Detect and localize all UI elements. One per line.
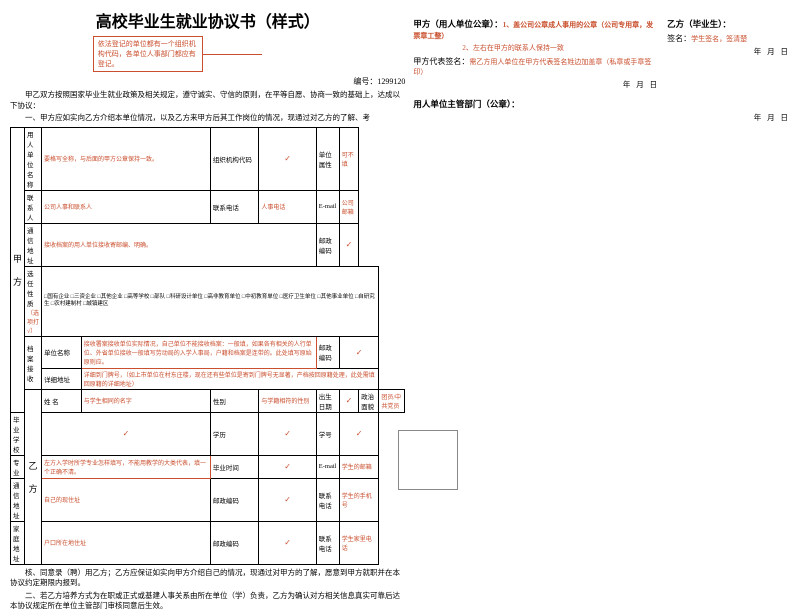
cell: □国有企业 □三资企业 □其他企业 □高等学校 □部队 □科研设计单位 □高非教… xyxy=(42,266,379,336)
cell: 邮政编码 xyxy=(316,336,339,368)
bar-chart xyxy=(398,430,458,490)
cell: 详细到门牌号，（如上市单位在村东庄楼，现在还有些单位是寄到门牌号无显著，产档按回… xyxy=(81,368,379,389)
cell: 性别 xyxy=(210,389,259,412)
cell: 学历 xyxy=(210,412,259,455)
cell: ✓ xyxy=(339,336,379,368)
cell: 姓 名 xyxy=(42,389,82,412)
cell: 通信地址 xyxy=(25,223,42,266)
cell: 团员/中共党员 xyxy=(379,389,405,412)
cell: 通信地址 xyxy=(11,478,25,521)
cell: 联系电话 xyxy=(316,478,339,521)
cell: ✓ xyxy=(259,127,316,190)
cell: 毕业时间 xyxy=(210,455,259,478)
cell: 毕业学校 xyxy=(11,412,25,455)
cell: 户口所在地住址 xyxy=(42,521,211,564)
cell: 家庭地址 xyxy=(11,521,25,564)
cell: 档案接收 xyxy=(25,336,42,389)
cell: ✓ xyxy=(259,521,316,564)
yi-label: 乙方 xyxy=(25,389,42,564)
cell: 学生的邮箱 xyxy=(339,455,379,478)
cell: E-mail xyxy=(316,455,339,478)
cell: 邮政编码 xyxy=(210,478,259,521)
bottom-left-text: 核、同意录（聘）用乙方；乙方应保证如实向甲方介绍自己的情况，现通过对甲方的了解，… xyxy=(10,568,405,612)
main-table: 甲方 用人单位名称 要格写全称，与后面的甲方公章保持一致。 组织机构代码 ✓ 单… xyxy=(10,127,405,565)
cell: 组织机构代码 xyxy=(210,127,259,190)
cell: 出生日期 xyxy=(316,389,339,412)
cell: 联系电话 xyxy=(210,190,259,223)
cell: 专 业 xyxy=(11,455,25,478)
cell: 自己的现住址 xyxy=(42,478,211,521)
jia-label: 甲方 xyxy=(11,127,25,412)
cell: ✓ xyxy=(259,412,316,455)
cell: E-mail xyxy=(316,190,339,223)
left-column: 高校毕业生就业协议书（样式） 依法登记的单位都有一个组织机构代码，各单位人事部门… xyxy=(6,8,409,558)
cell: ✓ xyxy=(339,389,358,412)
intro-2: 一、甲方应如实向乙方介绍本单位情况，以及乙方来甲方后其工作岗位的情况，现通过对乙… xyxy=(10,113,405,124)
cell: 学号 xyxy=(316,412,339,455)
cell: 学生家里电话 xyxy=(339,521,379,564)
doc-title: 高校毕业生就业协议书（样式） xyxy=(10,8,405,32)
right-column: 甲方（用人单位公章）：1、盖公司公章成人事用的公章（公司专用章，发票章工整） 2… xyxy=(409,8,794,558)
cell: 单位名称 xyxy=(42,336,82,368)
cell: ✓ xyxy=(339,412,379,455)
cell: ✓ xyxy=(259,455,316,478)
cell: 用人单位名称 xyxy=(25,127,42,190)
cell: 选任性质（选项打√） xyxy=(25,266,42,336)
cell: 单位属性 xyxy=(316,127,339,190)
intro-1: 甲乙双方按照国家毕业生就业政策及相关规定，遵守诚实、守信的原则，在平等自愿、协商… xyxy=(10,90,405,111)
cell: ✓ xyxy=(339,223,358,266)
cell: ✓ xyxy=(42,412,211,455)
cell: 联系人 xyxy=(25,190,42,223)
callout-org-code: 依法登记的单位都有一个组织机构代码，各单位人事部门都应有登记。 xyxy=(93,36,203,72)
cell: ✓ xyxy=(259,478,316,521)
cell: 接收档案的用人单位接收寄邮编、明确。 xyxy=(42,223,317,266)
cell: 联系电话 xyxy=(316,521,339,564)
cell: 接收署案接收单位实际情况，自己单位不能接收档案：一般填，如果各有相关的人行单位、… xyxy=(81,336,316,368)
cell: 人事电话 xyxy=(259,190,316,223)
cell: 邮政编码 xyxy=(210,521,259,564)
cell: 公司邮箱 xyxy=(339,190,358,223)
dept-seal-title: 用人单位主管部门（公章）： xyxy=(413,98,790,110)
cell: 邮政编码 xyxy=(316,223,339,266)
yi-seal-block: 乙方（毕业生）： 签名：学生签名，签清楚 年 月 日 xyxy=(667,14,790,90)
cell: 学生的手机号 xyxy=(339,478,379,521)
cell: 左方入学时所学专业怎样填写，不能用教学的大类代表，填一个正确不清。 xyxy=(42,455,211,478)
cell: 公司人事和联系人 xyxy=(42,190,211,223)
cell: 与学生相同的名字 xyxy=(81,389,210,412)
jia-seal-block: 甲方（用人单位公章）：1、盖公司公章成人事用的公章（公司专用章，发票章工整） 2… xyxy=(413,14,659,90)
cell: 要格写全称，与后面的甲方公章保持一致。 xyxy=(42,127,211,190)
cell: 可不填 xyxy=(339,127,358,190)
cell: 与学籍相符的性别 xyxy=(259,389,316,412)
cell: 详细地址 xyxy=(42,368,82,389)
doc-code: 编号：1299120 xyxy=(10,76,405,87)
cell: 政治面貌 xyxy=(359,389,379,412)
